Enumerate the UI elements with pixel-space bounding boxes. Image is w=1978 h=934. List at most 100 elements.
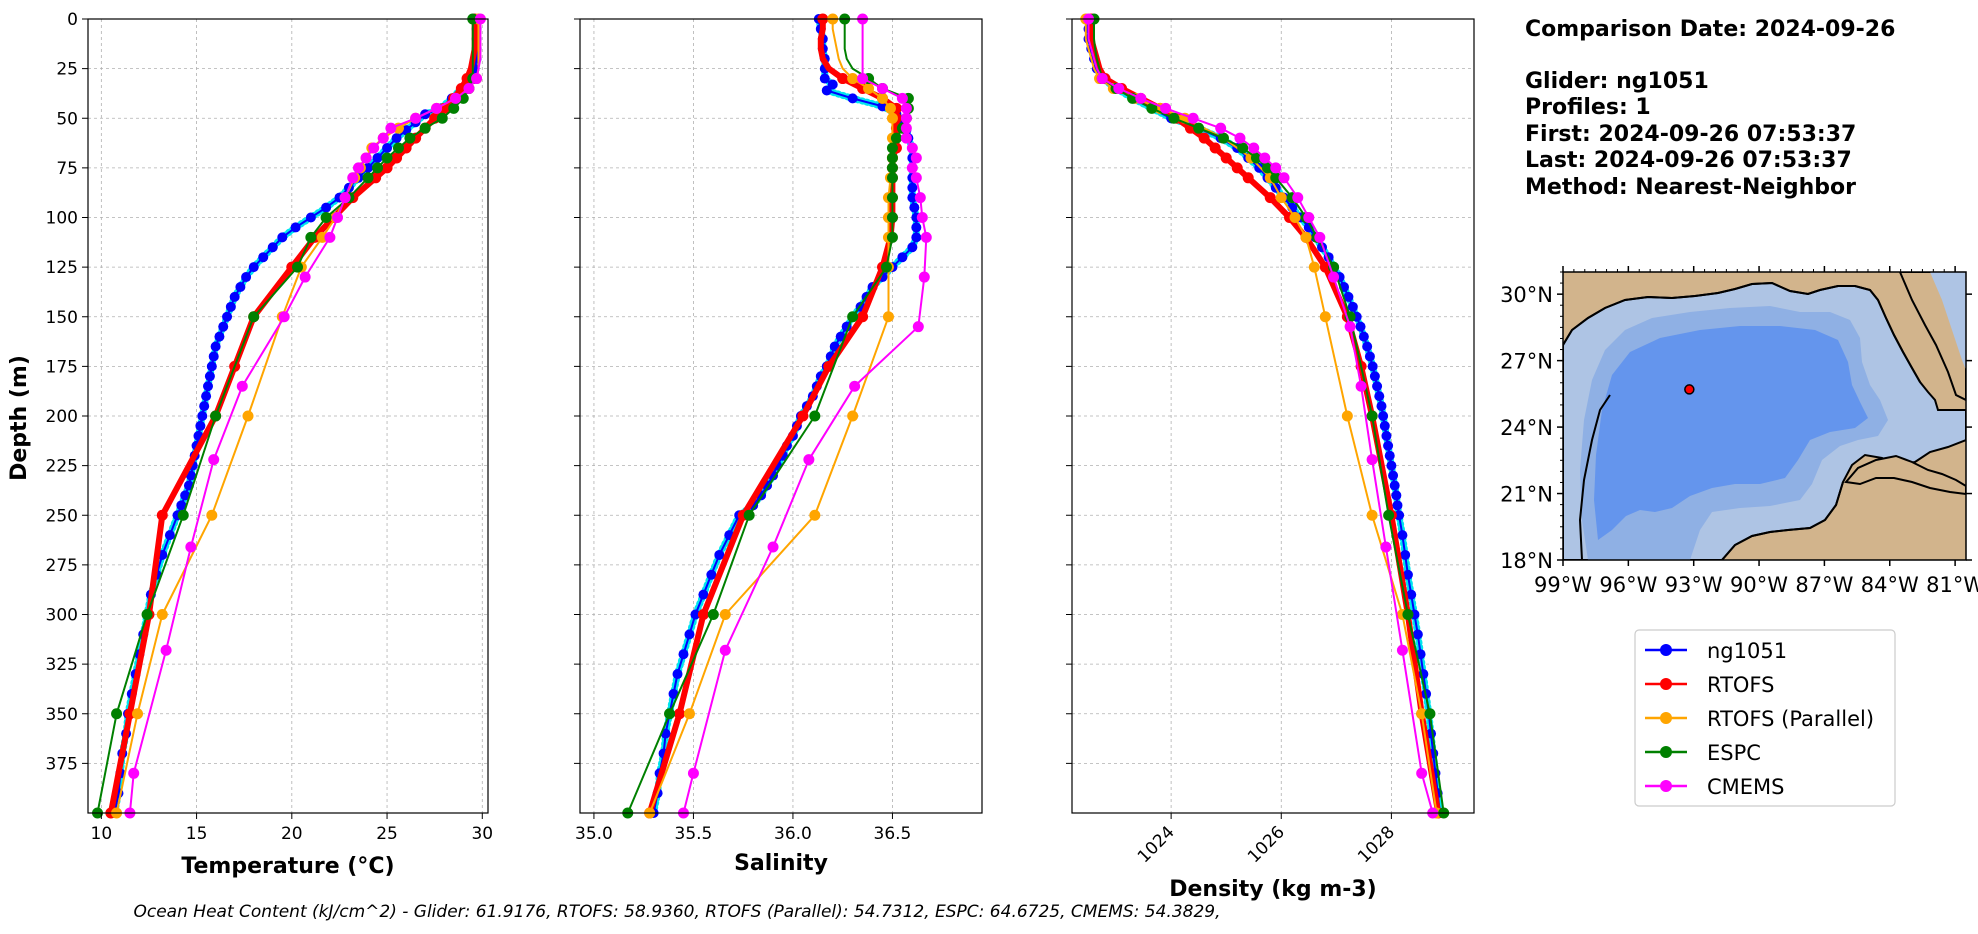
- map-cuba: [1844, 454, 1966, 496]
- temperature-espc-point: [305, 231, 317, 243]
- density-espc-point: [1424, 708, 1436, 720]
- salinity-cmems-point: [900, 112, 912, 124]
- salinity-cmems-point: [914, 192, 926, 204]
- temperature-rtofs-point: [156, 509, 168, 521]
- salinity-cmems-point: [916, 212, 928, 223]
- density-ng1051-point: [1400, 549, 1411, 560]
- salinity-cmems-point: [900, 122, 912, 134]
- temperature-xtick-label: 20: [281, 824, 303, 844]
- temperature-xtick-label: 30: [471, 824, 493, 844]
- legend-frame: [1634, 629, 1896, 807]
- temperature-espc-point: [436, 112, 448, 124]
- density-cmems-point: [1303, 212, 1315, 223]
- legend-label-2: RTOFS (Parallel): [1707, 707, 1874, 731]
- density-ng1051-point: [1372, 381, 1383, 392]
- temperature-cmems-point: [128, 767, 140, 779]
- salinity-ng1051-point: [690, 609, 701, 620]
- salinity-cmems-point: [910, 152, 922, 164]
- density-espc-point: [1402, 609, 1414, 620]
- density-ng1051-point: [1343, 291, 1354, 302]
- temperature-ng1051-point: [372, 152, 383, 163]
- density-espc-point: [1217, 132, 1229, 144]
- density-rtofs-parallel-point: [1319, 311, 1331, 323]
- map-lon-label: 90°W: [1730, 573, 1788, 597]
- density-ng1051-point: [1389, 480, 1400, 491]
- temperature-ytick-label: 25: [56, 60, 78, 80]
- map-lon-label: 96°W: [1599, 573, 1657, 597]
- temperature-rtofs-point: [391, 152, 403, 164]
- salinity-ng1051-point: [909, 202, 920, 213]
- temperature-espc-point: [320, 212, 332, 223]
- temperature-ng1051-point: [206, 361, 217, 372]
- density-ng1051-point: [1374, 391, 1385, 402]
- salinity-rtofs-point: [823, 360, 835, 372]
- temperature-ytick-label: 350: [46, 705, 78, 725]
- temperature-cmems-point: [208, 454, 220, 466]
- density-cmems-point: [1355, 380, 1367, 392]
- density-cmems-point: [1314, 231, 1326, 243]
- temperature-xtick-label: 15: [186, 824, 208, 844]
- density-rtofs-parallel-point: [1308, 261, 1320, 273]
- temperature-ng1051-point: [267, 242, 278, 253]
- density-espc-point: [1237, 142, 1249, 154]
- legend-label-3: ESPC: [1707, 741, 1761, 765]
- temperature-ytick-label: 175: [46, 357, 78, 377]
- last-time-text: Last: 2024-09-26 07:53:37: [1525, 148, 1852, 173]
- density-rtofs-parallel-line: [1084, 19, 1438, 814]
- temperature-espc-point: [292, 261, 304, 273]
- salinity-cmems-point: [918, 271, 930, 283]
- density-ng1051-point: [1406, 589, 1417, 600]
- density-cmems-point: [1380, 541, 1392, 553]
- temperature-xtick-label: 25: [376, 824, 398, 844]
- salinity-espc-point: [664, 708, 676, 720]
- temperature-cmems-point: [185, 541, 197, 553]
- density-cmems-point: [1396, 644, 1408, 656]
- map-lon-label: 87°W: [1795, 573, 1853, 597]
- legend-marker-1: [1660, 678, 1672, 690]
- map-lat-label: 18°N: [1500, 549, 1553, 573]
- salinity-ng1051-point: [706, 569, 717, 580]
- salinity-rtofs-point: [797, 410, 809, 422]
- temperature-ng1051-point: [248, 262, 259, 273]
- temperature-rtofs-point: [124, 708, 136, 720]
- density-ng1051-point: [1369, 371, 1380, 382]
- density-ng1051-point: [1386, 460, 1397, 471]
- temperature-cmems-line: [128, 19, 482, 814]
- temperature-cmems-point: [360, 152, 372, 164]
- salinity-ng1051-point: [698, 589, 709, 600]
- legend: ng1051 RTOFS RTOFS (Parallel) ESPC CMEMS: [1634, 629, 1896, 807]
- temperature-ytick-label: 225: [46, 457, 78, 477]
- temperature-cmems-point: [339, 192, 351, 204]
- temperature-cmems-point: [463, 82, 475, 94]
- profiles-count-text: Profiles: 1: [1525, 95, 1651, 120]
- salinity-xtick-label: 35.0: [575, 824, 613, 844]
- map-lon-label: 84°W: [1861, 573, 1919, 597]
- gulf-of-mexico-map: 18°N 21°N 24°N 27°N 30°N 99°W 96°W 93°W 90°W 87°…: [1500, 266, 1978, 597]
- salinity-ng1051-point: [684, 629, 695, 640]
- salinity-espc-point: [886, 152, 898, 164]
- salinity-ng1051-point: [911, 222, 922, 233]
- density-cmems-line: [1087, 19, 1434, 814]
- density-cmems-point: [1135, 92, 1147, 104]
- salinity-rtofs-point: [674, 708, 686, 720]
- salinity-ng1051-point: [897, 252, 908, 263]
- density-ng1051-point: [1397, 530, 1408, 541]
- density-ng1051-point: [1364, 351, 1375, 362]
- density-cmems-point: [1292, 192, 1304, 204]
- temperature-ng1051-point: [180, 490, 191, 501]
- density-espc-point: [1250, 152, 1262, 164]
- density-rtofs-point: [1264, 192, 1276, 204]
- temperature-espc-point: [372, 162, 384, 174]
- comparison-date-text: Comparison Date: 2024-09-26: [1525, 17, 1895, 42]
- salinity-ng1051-point: [907, 182, 918, 193]
- density-cmems-point: [1416, 767, 1428, 779]
- density-ng1051-point: [1303, 222, 1314, 233]
- glider-position-marker: [1684, 384, 1695, 395]
- temperature-ng1051-point: [258, 252, 269, 263]
- salinity-rtofs-parallel-point: [683, 708, 695, 720]
- temperature-ng1051-point: [382, 143, 393, 154]
- map-lon-label: 99°W: [1534, 573, 1592, 597]
- salinity-panel: 35.0 35.5 36.0 36.5 Salinity: [574, 13, 983, 876]
- salinity-cmems-point: [719, 644, 731, 656]
- density-ng1051-point: [1376, 401, 1387, 412]
